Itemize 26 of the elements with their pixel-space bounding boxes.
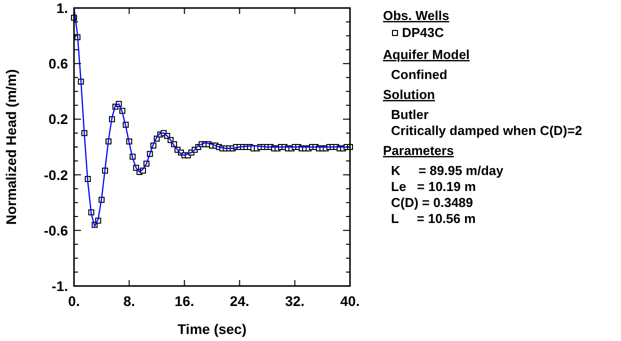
- x-tick-label: 40.: [340, 293, 360, 309]
- text: Confined: [391, 67, 448, 82]
- legend-label: DP43C: [402, 25, 445, 40]
- text: Parameters: [383, 143, 454, 158]
- text: Butler: [391, 107, 429, 122]
- y-tick-label: -0.6: [44, 222, 68, 238]
- text: K = 89.95 m/day: [391, 163, 504, 178]
- x-tick-label: 32.: [285, 293, 305, 309]
- text: Le = 10.19 m: [391, 179, 476, 194]
- text: Aquifer Model: [383, 47, 470, 62]
- y-tick-label: -0.2: [44, 166, 68, 183]
- x-axis-title: Time (sec): [178, 321, 246, 337]
- legend-title: Obs. Wells: [383, 8, 450, 23]
- x-tick-label: 24.: [230, 293, 250, 309]
- text: Critically damped when C(D)=2: [391, 123, 582, 138]
- x-tick-label: 0.: [68, 293, 80, 309]
- text: C(D) = 0.3489: [391, 195, 474, 210]
- x-tick-label: 16.: [174, 293, 194, 309]
- y-tick-label: 1.: [56, 0, 68, 16]
- y-tick-label: -1.: [52, 278, 68, 294]
- x-tick-label: 8.: [123, 293, 136, 309]
- y-tick-label: 0.2: [48, 111, 68, 128]
- text: Solution: [383, 87, 436, 102]
- y-axis-title: Normalized Head (m/m): [3, 69, 19, 225]
- text: L = 10.56 m: [391, 211, 476, 226]
- y-tick-label: 0.6: [48, 56, 68, 72]
